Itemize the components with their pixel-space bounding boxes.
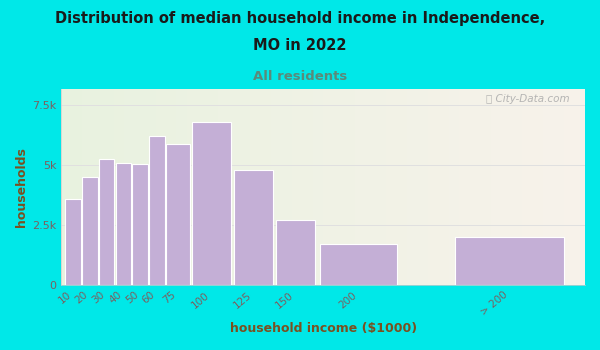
Bar [428,79,439,285]
Bar [460,79,470,285]
Bar [543,79,554,285]
Bar [192,122,231,285]
Bar [82,177,98,285]
Text: All residents: All residents [253,70,347,83]
Bar [229,79,239,285]
Bar [455,237,563,285]
Bar [218,79,229,285]
Bar [208,79,218,285]
Bar [133,164,148,285]
Bar [82,79,93,285]
Bar [155,79,166,285]
Bar [187,79,197,285]
Bar [365,79,376,285]
Bar [234,170,273,285]
X-axis label: household income ($1000): household income ($1000) [230,322,417,335]
Bar [72,79,82,285]
Text: Distribution of median household income in Independence,: Distribution of median household income … [55,10,545,26]
Bar [65,199,81,285]
Bar [145,79,155,285]
Bar [512,79,522,285]
Bar [134,79,145,285]
Bar [418,79,428,285]
Bar [116,163,131,285]
Bar [292,79,302,285]
Bar [149,136,164,285]
Bar [302,79,313,285]
Bar [439,79,449,285]
Bar [501,79,512,285]
Bar [449,79,460,285]
Y-axis label: households: households [15,147,28,227]
Bar [197,79,208,285]
Text: ⓘ City-Data.com: ⓘ City-Data.com [485,94,569,104]
Bar [323,79,334,285]
Bar [397,79,407,285]
Text: MO in 2022: MO in 2022 [253,38,347,54]
Bar [61,79,72,285]
Bar [533,79,543,285]
Bar [575,79,585,285]
Bar [176,79,187,285]
Bar [470,79,480,285]
Bar [99,159,115,285]
Bar [376,79,386,285]
Bar [271,79,281,285]
Bar [124,79,134,285]
Bar [480,79,491,285]
Bar [260,79,271,285]
Bar [386,79,397,285]
Bar [491,79,501,285]
Bar [344,79,355,285]
Bar [564,79,575,285]
Bar [166,79,176,285]
Bar [113,79,124,285]
Bar [554,79,564,285]
Bar [166,144,190,285]
Bar [250,79,260,285]
Bar [281,79,292,285]
Bar [93,79,103,285]
Bar [355,79,365,285]
Bar [320,244,397,285]
Bar [334,79,344,285]
Bar [407,79,418,285]
Bar [103,79,113,285]
Bar [276,220,315,285]
Bar [522,79,533,285]
Bar [313,79,323,285]
Bar [239,79,250,285]
